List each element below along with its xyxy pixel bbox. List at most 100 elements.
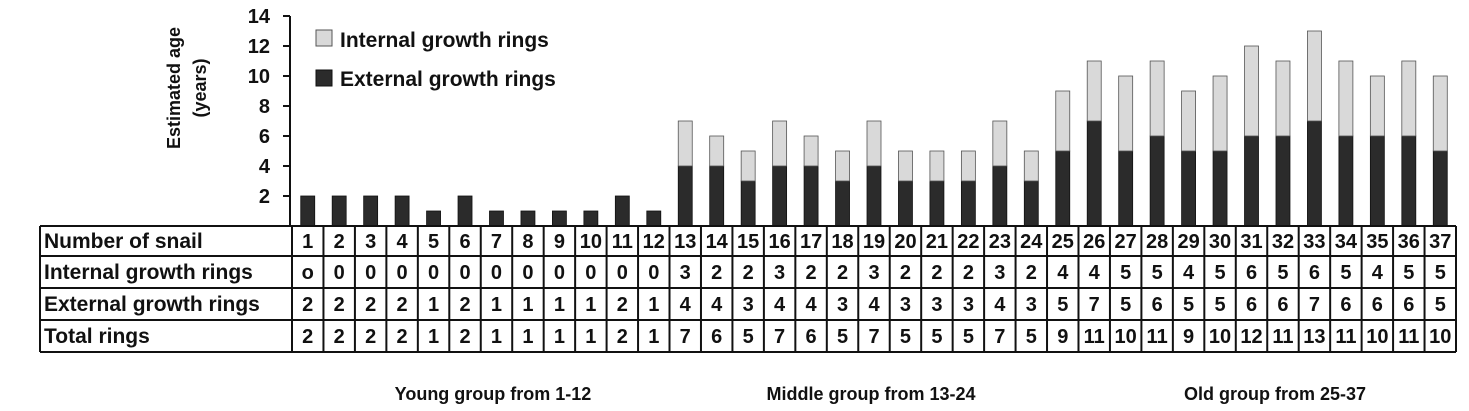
table-cell: 2 xyxy=(365,326,376,348)
bar-internal xyxy=(1401,60,1417,137)
bar-external xyxy=(1369,135,1385,227)
table-cell: 2 xyxy=(365,294,376,316)
y-axis-label: (years) xyxy=(190,58,210,117)
y-tick-label: 12 xyxy=(248,36,270,58)
table-cell: 7 xyxy=(994,326,1005,348)
table-cell: 16 xyxy=(768,231,790,253)
table-cell: 1 xyxy=(491,294,502,316)
table-cell: 6 xyxy=(711,326,722,348)
table-cell: 12 xyxy=(1240,326,1262,348)
bar-internal xyxy=(1275,60,1291,137)
bar-internal xyxy=(772,120,788,167)
table-cell: 7 xyxy=(774,326,785,348)
table-cell: 4 xyxy=(680,294,692,316)
table-cell: 2 xyxy=(1026,262,1037,284)
table-cell: 0 xyxy=(397,262,408,284)
table-cell: o xyxy=(302,262,314,284)
table-cell: 9 xyxy=(554,231,565,253)
table-cell: 2 xyxy=(302,294,313,316)
table-cell: 26 xyxy=(1083,231,1105,253)
table-cell: 3 xyxy=(931,294,942,316)
table-cell: 4 xyxy=(1089,262,1101,284)
table-cell: 5 xyxy=(931,326,942,348)
group-label: Middle group from 13-24 xyxy=(766,384,975,404)
table-cell: 25 xyxy=(1052,231,1074,253)
bar-internal xyxy=(1149,60,1165,137)
table-cell: 4 xyxy=(994,294,1006,316)
table-cell: 6 xyxy=(806,326,817,348)
bar-internal xyxy=(709,135,725,167)
table-cell: 5 xyxy=(428,231,439,253)
bar-internal xyxy=(1432,75,1448,152)
bar-internal xyxy=(1212,75,1228,152)
bar-internal xyxy=(740,150,756,182)
table-cell: 1 xyxy=(428,326,439,348)
table-cell: 20 xyxy=(894,231,916,253)
table-cell: 3 xyxy=(900,294,911,316)
table-cell: 36 xyxy=(1398,231,1420,253)
table-cell: 2 xyxy=(302,326,313,348)
table-cell: 11 xyxy=(612,231,633,253)
table-cell: 0 xyxy=(554,262,565,284)
table-cell: 6 xyxy=(1403,294,1414,316)
bar-internal xyxy=(1055,90,1071,152)
bar-external xyxy=(1432,150,1448,227)
table-cell: 0 xyxy=(334,262,345,284)
table-cell: 1 xyxy=(302,231,313,253)
table-cell: 2 xyxy=(963,262,974,284)
table-cell: 3 xyxy=(868,262,879,284)
table-cell: 19 xyxy=(863,231,885,253)
bar-internal xyxy=(929,150,945,182)
table-cell: 7 xyxy=(491,231,502,253)
y-tick-label: 14 xyxy=(248,6,271,28)
bar-external xyxy=(929,180,945,227)
table-cell: 4 xyxy=(1057,262,1069,284)
table-cell: 5 xyxy=(1120,262,1131,284)
bar-external xyxy=(552,210,567,227)
bar-external xyxy=(1338,135,1354,227)
legend-label-external: External growth rings xyxy=(340,68,556,91)
table-cell: 35 xyxy=(1366,231,1388,253)
table-cell: 11 xyxy=(1335,326,1356,348)
table-cell: 5 xyxy=(837,326,848,348)
bar-external xyxy=(740,180,756,227)
bar-external xyxy=(1307,120,1322,227)
bar-external xyxy=(489,210,504,227)
table-cell: 3 xyxy=(774,262,785,284)
table-cell: 6 xyxy=(1152,294,1163,316)
y-axis-label: Estimated age xyxy=(164,27,184,149)
table-row-label: Number of snail xyxy=(44,230,203,253)
bar-external xyxy=(677,165,693,227)
table-cell: 4 xyxy=(774,294,786,316)
table-cell: 4 xyxy=(1372,262,1384,284)
bar-external xyxy=(583,210,599,227)
bar-external xyxy=(426,210,441,227)
table-cell: 0 xyxy=(365,262,376,284)
bar-external xyxy=(772,165,788,227)
table-cell: 5 xyxy=(900,326,911,348)
bar-external xyxy=(835,180,850,227)
table-cell: 33 xyxy=(1303,231,1325,253)
table-cell: 2 xyxy=(334,294,345,316)
table-cell: 4 xyxy=(397,231,409,253)
table-cell: 1 xyxy=(554,294,565,316)
bar-external xyxy=(866,165,882,227)
table-cell: 17 xyxy=(800,231,822,253)
bar-external xyxy=(1055,150,1071,227)
table-cell: 27 xyxy=(1115,231,1137,253)
table-cell: 12 xyxy=(643,231,665,253)
table-cell: 5 xyxy=(1026,326,1037,348)
table-cell: 11 xyxy=(1398,326,1419,348)
table-cell: 0 xyxy=(585,262,596,284)
bar-external xyxy=(1086,120,1102,227)
table-cell: 10 xyxy=(1366,326,1388,348)
table-cell: 7 xyxy=(868,326,879,348)
table-cell: 3 xyxy=(365,231,376,253)
table-cell: 10 xyxy=(1209,326,1231,348)
table-cell: 0 xyxy=(491,262,502,284)
table-cell: 5 xyxy=(1403,262,1414,284)
table-cell: 6 xyxy=(1309,262,1320,284)
bar-internal xyxy=(960,150,976,182)
table-cell: 11 xyxy=(1147,326,1168,348)
